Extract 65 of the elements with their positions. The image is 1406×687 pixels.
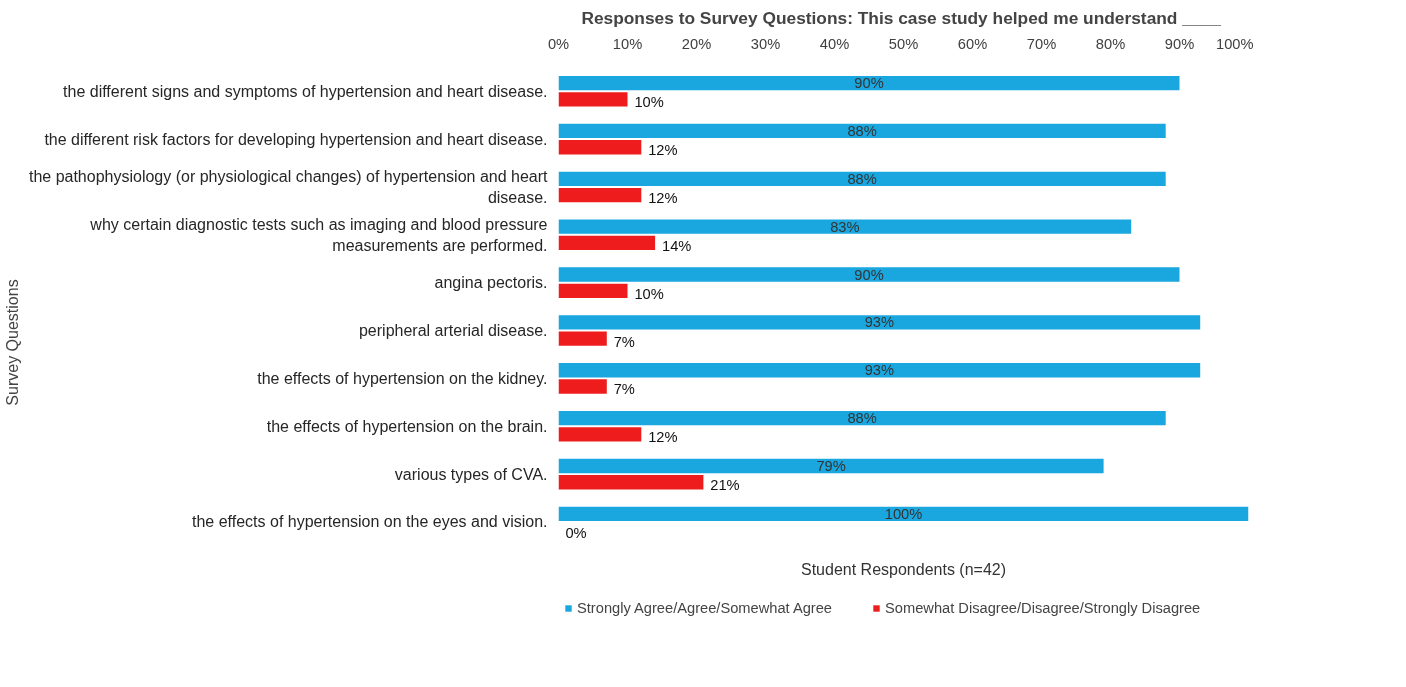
- data-label: 93%: [864, 362, 895, 379]
- x-tick-label: 10%: [612, 35, 643, 52]
- bar: [558, 235, 656, 251]
- x-tick-label: 20%: [681, 35, 712, 52]
- y-tick-label: the different risk factors for developing hypertension and heart disease.: [44, 130, 548, 148]
- legend-label: Strongly Agree/Agree/Somewhat Agree: [577, 600, 833, 616]
- x-tick-label: 30%: [750, 35, 781, 52]
- bar: [558, 267, 1180, 282]
- data-label: 10%: [634, 285, 664, 302]
- x-tick-label: 60%: [957, 35, 988, 52]
- bar: [558, 219, 1132, 234]
- data-label: 10%: [634, 94, 664, 111]
- bar: [558, 283, 628, 298]
- x-tick-label: 0%: [547, 35, 570, 52]
- y-tick-label: various types of CVA.: [394, 465, 548, 483]
- x-tick-label: 40%: [819, 35, 850, 52]
- bar: [558, 140, 642, 155]
- data-label: 21%: [710, 477, 740, 494]
- data-label: 88%: [847, 170, 877, 187]
- data-label: 12%: [648, 142, 678, 159]
- y-tick-label: the different signs and symptoms of hypertension and heart disease.: [63, 82, 548, 100]
- data-label: 7%: [613, 333, 635, 350]
- bar: [558, 75, 1180, 91]
- y-tick-label: the effects of hypertension on the kidney.: [257, 369, 548, 387]
- bar: [558, 331, 607, 346]
- bar: [558, 171, 1166, 186]
- y-tick-label: the pathophysiology (or physiological changes) of hypertension and heart disease.: [28, 168, 549, 206]
- data-label: 90%: [854, 75, 884, 92]
- data-label: 79%: [816, 457, 846, 474]
- bar: [558, 427, 642, 442]
- bar: [558, 506, 1249, 522]
- y-axis-title: Survey Questions: [3, 279, 21, 406]
- data-label: 100%: [884, 505, 923, 522]
- x-tick-label: 100%: [1216, 35, 1254, 52]
- data-label: 14%: [662, 237, 692, 254]
- chart-title: Responses to Survey Questions: This case study helped me understand ____: [581, 7, 1222, 28]
- bar: [558, 315, 1201, 330]
- bar: [558, 187, 642, 203]
- legend-label: Somewhat Disagree/Disagree/Strongly Disagree: [885, 600, 1201, 616]
- x-tick-label: 70%: [1026, 35, 1057, 52]
- bar: [558, 410, 1166, 426]
- bar: [558, 123, 1166, 139]
- data-label: 93%: [864, 314, 895, 331]
- bar: [558, 363, 1201, 378]
- bar: [558, 379, 607, 394]
- bar: [558, 458, 1104, 474]
- x-axis-title: Student Respondents (n=42): [800, 561, 1007, 579]
- x-tick-label: 80%: [1095, 35, 1126, 52]
- data-label: 88%: [847, 122, 877, 139]
- y-tick-label: angina pectoris.: [434, 274, 548, 292]
- x-tick-label: 50%: [888, 35, 919, 52]
- bar: [558, 92, 628, 107]
- data-label: 7%: [613, 381, 635, 398]
- data-label: 12%: [648, 189, 678, 206]
- y-tick-label: the effects of hypertension on the eyes and vision.: [192, 513, 548, 531]
- data-label: 0%: [565, 525, 587, 541]
- data-label: 83%: [830, 218, 860, 235]
- data-label: 12%: [648, 429, 678, 446]
- data-label: 88%: [847, 410, 877, 427]
- x-tick-label: 90%: [1164, 35, 1195, 52]
- y-tick-label: the effects of hypertension on the brain.: [266, 417, 548, 435]
- data-label: 90%: [854, 266, 884, 283]
- y-tick-label: why certain diagnostic tests such as imaging and blood pressure measurements are performed.: [89, 216, 548, 254]
- y-tick-label: peripheral arterial disease.: [358, 322, 548, 340]
- bar: [558, 475, 704, 490]
